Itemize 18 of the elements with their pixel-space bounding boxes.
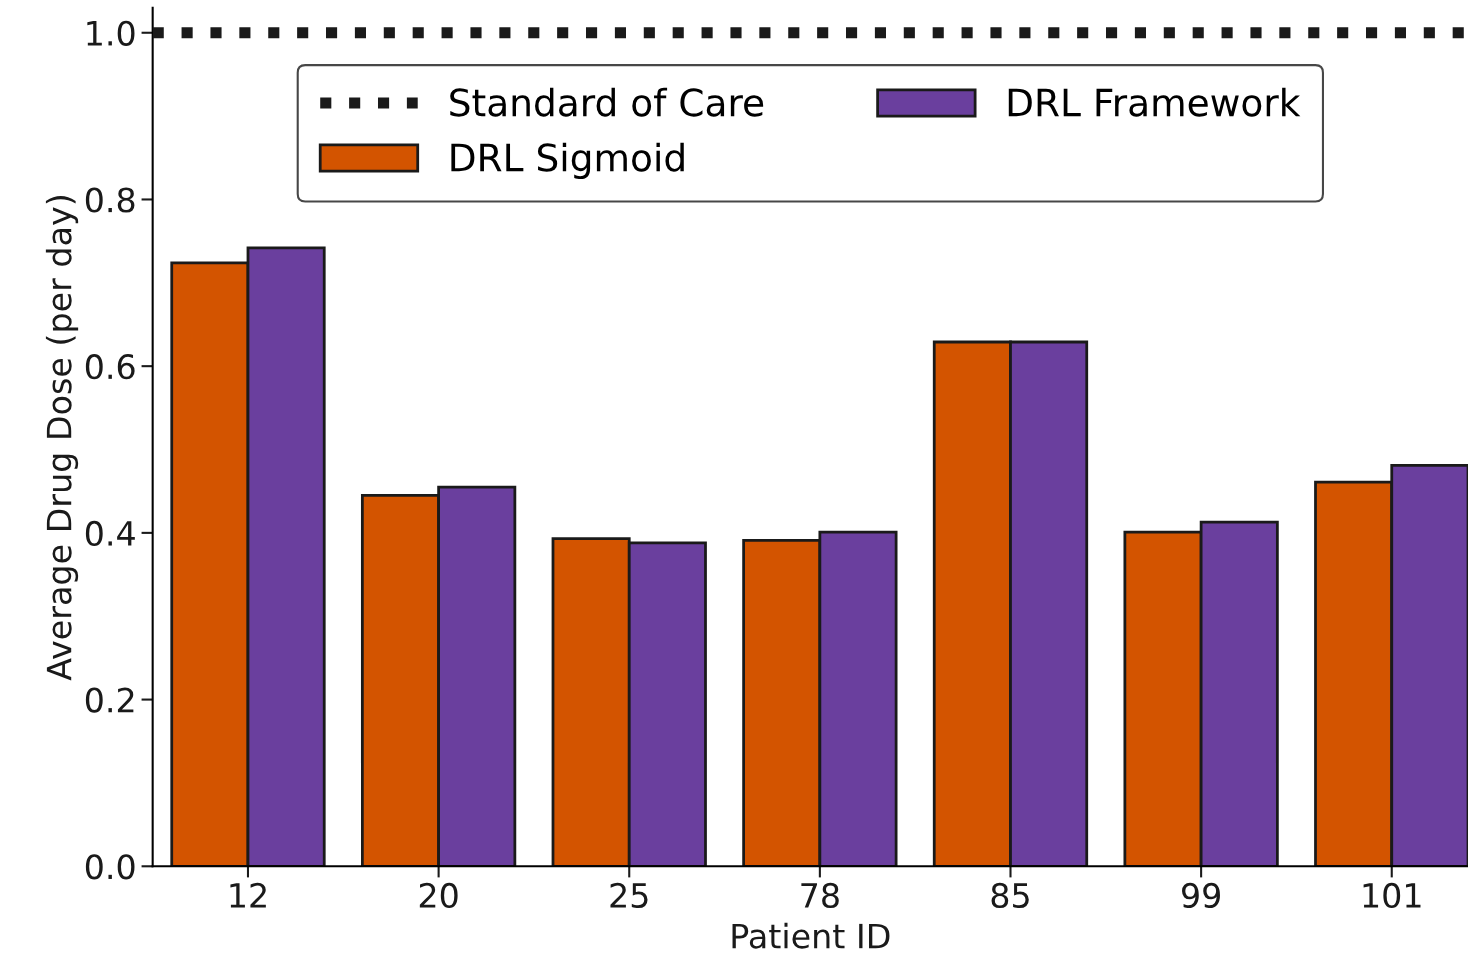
x-tick-label: 101 <box>1363 882 1421 909</box>
x-tick-label: 25 <box>610 882 648 909</box>
x-axis-title: Patient ID <box>732 922 890 949</box>
x-tick-label: 85 <box>991 882 1029 909</box>
x-tick-label: 12 <box>230 882 266 908</box>
y-tick-label: 0.8 <box>85 187 135 213</box>
legend-label: Standard of Care <box>450 87 764 117</box>
x-tick-label: 78 <box>801 882 839 909</box>
y-tick-label: 0.2 <box>85 687 134 713</box>
y-tick-label: 0.6 <box>85 354 135 380</box>
y-tick-label: 0.0 <box>85 854 135 880</box>
x-tick-label: 99 <box>1182 882 1220 909</box>
y-axis-title: Average Drug Dose (per day) <box>45 196 79 681</box>
legend-label: DRL Framework <box>1008 87 1301 117</box>
legend-label: DRL Sigmoid <box>451 142 684 179</box>
y-tick-label: 1.0 <box>87 20 135 46</box>
y-tick-label: 0.4 <box>85 520 135 547</box>
x-tick-label: 20 <box>419 882 458 909</box>
